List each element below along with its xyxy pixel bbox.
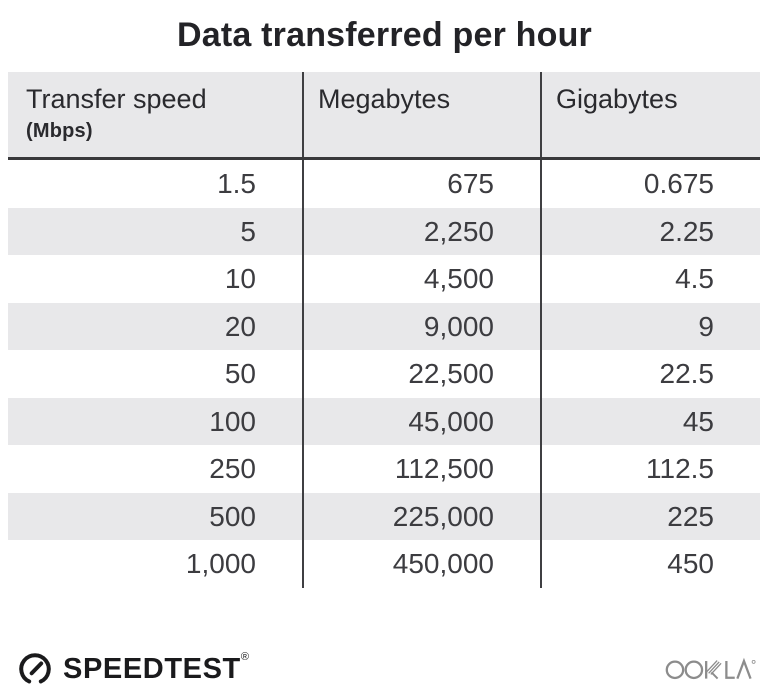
cell-speed-mbps: 500 (209, 500, 256, 532)
cell-megabytes: 9,000 (302, 302, 540, 350)
cell-speed-mbps: 1.5 (217, 168, 256, 199)
cell-speed-mbps: 100 (209, 405, 256, 437)
speedtest-wordmark: SPEEDTEST® (63, 650, 250, 685)
table-row: 5 2,250 2.25 (8, 207, 760, 255)
cell-speed-mbps: 1,000 (185, 548, 256, 579)
cell-megabytes: 2,250 (302, 207, 540, 255)
header-megabytes: Megabytes (302, 72, 540, 157)
cell-speed-mbps: 250 (209, 453, 256, 484)
cell-gigabytes: 4.5 (540, 255, 760, 303)
table-row: 1,000 450,000 450 (8, 540, 760, 588)
table-row: 50 22,500 22.5 (8, 350, 760, 398)
speedtest-logo: SPEEDTEST® (16, 650, 250, 688)
cell-gigabytes: 225 (540, 492, 760, 540)
cell-gigabytes: 0.675 (540, 160, 760, 208)
header-transfer-speed: Transfer speed (Mbps) (8, 72, 302, 157)
cell-speed-mbps: 5 (240, 215, 256, 247)
cell-megabytes: 450,000 (302, 540, 540, 588)
table-row: 250 112,500 112.5 (8, 445, 760, 493)
cell-megabytes: 675 (302, 160, 540, 208)
ookla-logo (665, 654, 757, 688)
cell-gigabytes: 450 (540, 540, 760, 588)
header-transfer-speed-unit: (Mbps) (26, 120, 93, 142)
header-gigabytes: Gigabytes (540, 72, 760, 157)
cell-speed-mbps: 20 (224, 310, 256, 342)
table-row: 500 225,000 225 (8, 492, 760, 540)
data-table: Transfer speed (Mbps) Megabytes Gigabyte… (8, 72, 760, 588)
cell-speed-mbps: 50 (224, 358, 256, 389)
footer: SPEEDTEST® (0, 638, 769, 698)
cell-megabytes: 45,000 (302, 397, 540, 445)
cell-gigabytes: 22.5 (540, 350, 760, 398)
cell-megabytes: 4,500 (302, 255, 540, 303)
table-header-row: Transfer speed (Mbps) Megabytes Gigabyte… (8, 72, 760, 160)
cell-gigabytes: 9 (540, 302, 760, 350)
table-row: 10 4,500 4.5 (8, 255, 760, 303)
table-row: 20 9,000 9 (8, 302, 760, 350)
table-row: 100 45,000 45 (8, 397, 760, 445)
header-transfer-speed-label: Transfer speed (26, 84, 207, 114)
cell-speed-mbps: 10 (224, 263, 256, 294)
gauge-icon (19, 653, 51, 684)
cell-megabytes: 112,500 (302, 445, 540, 493)
cell-gigabytes: 2.25 (540, 207, 760, 255)
page-title: Data transferred per hour (177, 16, 592, 54)
cell-gigabytes: 45 (540, 397, 760, 445)
cell-gigabytes: 112.5 (540, 445, 760, 493)
registered-mark: ® (240, 650, 250, 663)
cell-megabytes: 22,500 (302, 350, 540, 398)
table-row: 1.5 675 0.675 (8, 160, 760, 208)
table-body: 1.5 675 0.675 5 2,250 2.25 10 4,500 4.5 20 9,000 9 5… (8, 160, 760, 588)
ookla-wordmark-icon (665, 657, 756, 680)
cell-megabytes: 225,000 (302, 492, 540, 540)
